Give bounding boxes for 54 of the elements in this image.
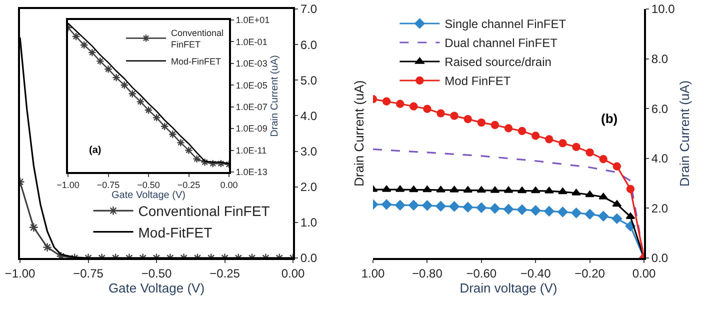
y-tick-label: 8.0 <box>651 52 668 66</box>
y-tick-label: 1.0E-01 <box>236 36 268 47</box>
y-axis-title: Drain Current (uA) <box>352 80 366 186</box>
legend-label: Raised source/drain <box>444 55 552 70</box>
x-tick-label: 0.00 <box>220 180 238 190</box>
y-tick-label: 2.0 <box>300 180 318 194</box>
y-tick-label: 5.0 <box>300 73 318 88</box>
y-tick-label: 4.0 <box>300 108 318 123</box>
x-tick-label: −1.00 <box>56 180 80 190</box>
y-tick-label: 10.0 <box>651 2 676 16</box>
x-axis-title: Gate Voltage (V) <box>108 280 205 296</box>
legend-label: Mod-FitFET <box>138 224 213 240</box>
x-tick-label: −0.75 <box>73 266 104 280</box>
annotation: (a) <box>89 145 102 156</box>
y-tick-label: 1.0E-07 <box>236 102 268 112</box>
x-tick-label: −0.60 <box>466 266 497 280</box>
legend-label: Conventional FinFET <box>138 203 270 220</box>
x-tick-label: −0.80 <box>412 266 443 280</box>
x-tick-label: −0.20 <box>574 266 606 280</box>
y-tick-label: 1.0E+01 <box>236 15 270 26</box>
y-tick-label: 0.0 <box>300 251 318 266</box>
y-tick-label: 3.0 <box>300 144 318 158</box>
x-tick-label: 0.00 <box>632 266 656 280</box>
legend-label: Conventional FinFET <box>171 28 224 50</box>
y-tick-label: 7.0 <box>300 2 318 16</box>
y-tick-label: 4.0 <box>651 152 668 166</box>
x-tick-label: 1.00 <box>361 266 385 280</box>
y-tick-label: 1.0E-05 <box>236 80 268 90</box>
x-tick-label: −0.50 <box>141 266 172 280</box>
y-tick-label: 0.0 <box>651 251 668 266</box>
x-tick-label: 0.00 <box>281 266 305 280</box>
legend-label: Mod-FinFET <box>171 56 222 66</box>
y-axis-title: Drain Current (uA) <box>270 55 281 137</box>
x-tick-label: −0.50 <box>137 180 160 190</box>
y-tick-label: 6.0 <box>651 102 668 116</box>
y-tick-label: 1.0E-09 <box>236 124 268 134</box>
legend-label: Dual channel FinFET <box>444 36 558 50</box>
x-tick-label: −0.40 <box>520 266 552 280</box>
y-tick-label: 6.0 <box>300 38 318 52</box>
annotation: (b) <box>601 111 618 126</box>
legend-label: Mod FinFET <box>444 74 512 88</box>
x-axis-title: Drain voltage (V) <box>460 280 558 296</box>
y-tick-label: 1.0E-13 <box>236 167 268 178</box>
y-tick-label: 1.0E-11 <box>236 145 267 156</box>
legend-label: Single channel FinFET <box>444 17 567 32</box>
y-tick-label: 1.0E-03 <box>236 58 268 69</box>
x-tick-label: −1.00 <box>4 266 36 280</box>
x-tick-label: −0.25 <box>210 266 240 280</box>
x-tick-label: −0.25 <box>177 180 200 190</box>
y2-axis-title: Drain Current (uA) <box>677 80 692 187</box>
y-tick-label: 1.0 <box>300 216 318 230</box>
y-tick-label: 2.0 <box>651 201 668 216</box>
x-tick-label: −0.75 <box>96 180 120 190</box>
x-axis-title: Gate Voltage (V) <box>112 190 186 201</box>
